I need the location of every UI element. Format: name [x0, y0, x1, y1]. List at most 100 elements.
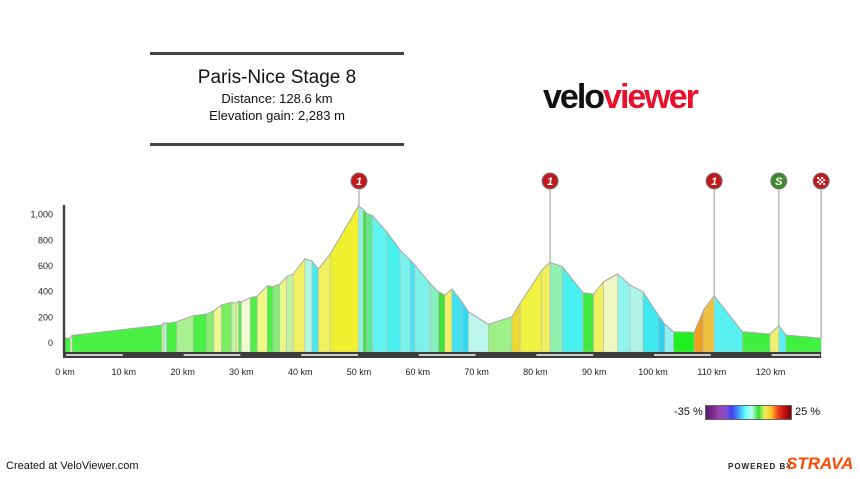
checkered-flag-cell [819, 179, 822, 181]
elevation-gain-text: Elevation gain: 2,283 m [209, 108, 345, 123]
checkered-flag-cell [817, 177, 820, 179]
gradient-legend-min: -35 % [674, 406, 703, 418]
profile-segment [642, 290, 659, 353]
x-tick-label: 50 km [347, 367, 372, 377]
y-tick-label: 0 [48, 338, 53, 348]
profile-segment [414, 264, 431, 353]
profile-segment [541, 261, 551, 353]
profile-segment [286, 273, 294, 353]
profile-segment [249, 295, 258, 353]
profile-segment [71, 324, 163, 353]
sprint-icon [770, 172, 788, 190]
x-tick-label: 80 km [523, 367, 548, 377]
y-tick-label: 1,000 [30, 210, 53, 220]
profile-segment [366, 212, 373, 353]
climb-cat-1-icon [705, 172, 723, 190]
y-tick-label: 600 [38, 261, 53, 271]
stage-title: Paris-Nice Stage 8 [197, 67, 357, 88]
profile-segment [399, 249, 411, 353]
profile-segment [213, 304, 222, 353]
checkered-flag-cell [817, 181, 820, 183]
checkered-flag-cell [823, 183, 826, 185]
marker-label: 1 [711, 176, 717, 188]
climb-cat-1-icon [350, 172, 368, 190]
profile-segment [206, 310, 215, 353]
profile-segment [488, 316, 513, 353]
profile-segment [657, 314, 666, 353]
distance-text: Distance: 128.6 km [221, 91, 333, 106]
created-at-text: Created at VeloViewer.com [6, 460, 139, 472]
profile-segment [372, 214, 387, 353]
profile-segment [629, 284, 644, 353]
x-tick-label: 110 km [697, 367, 726, 377]
profile-segment [256, 284, 268, 353]
profile-segment [231, 301, 237, 353]
profile-segment [703, 294, 715, 353]
x-tick-label: 0 km [55, 367, 75, 377]
profile-segment [279, 275, 287, 353]
x-tick-label: 120 km [756, 367, 786, 377]
profile-segment [444, 288, 453, 353]
marker-label: S [775, 176, 783, 188]
profile-segment [713, 294, 743, 353]
profile-segment [166, 321, 178, 353]
gradient-legend-max: 25 % [795, 406, 821, 418]
profile-segment [304, 258, 313, 353]
climb-cat-1-icon [541, 172, 559, 190]
profile-segment [235, 300, 239, 353]
profile-segment [329, 204, 359, 353]
profile-segment [386, 230, 401, 353]
profile-segment [238, 300, 242, 353]
x-tick-label: 20 km [170, 367, 195, 377]
x-tick-label: 30 km [229, 367, 254, 377]
profile-segment [603, 273, 619, 353]
profile-segment [519, 269, 543, 353]
profile-segment [163, 322, 168, 353]
profile-segment [461, 300, 469, 353]
title-box: Paris-Nice Stage 8 Distance: 128.6 km El… [150, 52, 404, 146]
profile-segment [358, 205, 364, 353]
profile-segment [693, 309, 704, 353]
profile-segment [64, 337, 71, 353]
veloviewer-logo: veloviewer [543, 78, 699, 117]
profile-segment [272, 283, 280, 353]
profile-segment [221, 301, 232, 353]
profile-segment [742, 331, 771, 353]
marker-label: 1 [547, 176, 553, 188]
checkered-flag-cell [821, 177, 824, 179]
profile-segment [451, 288, 463, 353]
profile-segment [266, 285, 274, 353]
profile-segment [549, 261, 563, 353]
powered-by-text: POWERED BY [728, 462, 793, 471]
profile-segment [409, 259, 416, 353]
checkered-flag-cell [821, 181, 824, 183]
x-tick-label: 90 km [582, 367, 607, 377]
logo-velo: velo [543, 78, 605, 116]
x-tick-label: 100 km [638, 367, 668, 377]
logo-viewer: viewer [603, 78, 699, 116]
profile-segment [582, 292, 594, 353]
profile-segment [429, 282, 439, 353]
gradient-legend-bar [705, 405, 792, 420]
x-tick-label: 70 km [464, 367, 489, 377]
profile-segment [438, 291, 446, 353]
y-tick-label: 400 [38, 287, 53, 297]
profile-segment [241, 297, 251, 353]
profile-segment [192, 313, 208, 353]
profile-segment [362, 208, 367, 353]
x-tick-label: 60 km [406, 367, 431, 377]
x-tick-label: 10 km [112, 367, 137, 377]
profile-outline [65, 205, 822, 339]
checkered-flag-cell [823, 179, 826, 181]
marker-label: 1 [356, 176, 362, 188]
y-tick-label: 800 [38, 235, 53, 245]
profile-segment [617, 273, 631, 353]
y-tick-label: 200 [38, 312, 53, 322]
elevation-profile-chart: 0 200 400 600 800 1,000 0 km 10 km 20 km 30 km 40 … [30, 172, 830, 377]
profile-segment [318, 253, 331, 353]
checkered-flag-cell [819, 183, 822, 185]
profile-segment [292, 257, 306, 353]
x-tick-label: 40 km [288, 367, 313, 377]
profile-segment [311, 260, 319, 353]
strava-logo: STRAVA [786, 454, 854, 473]
